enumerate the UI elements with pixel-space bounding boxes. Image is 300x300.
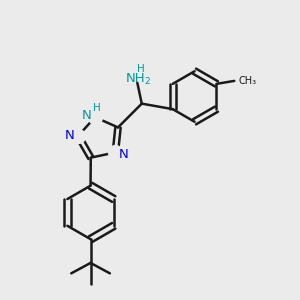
Text: H: H — [137, 64, 145, 74]
Text: H: H — [93, 103, 101, 113]
Text: NH: NH — [126, 72, 146, 85]
Text: N: N — [119, 148, 129, 161]
Text: 2: 2 — [144, 77, 150, 86]
Text: N: N — [82, 109, 92, 122]
Text: CH₃: CH₃ — [239, 76, 257, 86]
Text: N: N — [65, 129, 75, 142]
